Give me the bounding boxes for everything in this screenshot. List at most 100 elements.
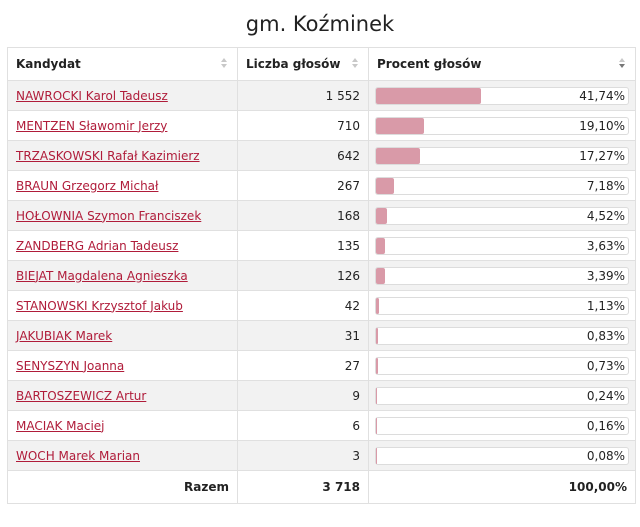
candidate-link[interactable]: SENYSZYN Joanna — [16, 358, 125, 373]
percent-cell: 4,52% — [368, 200, 636, 231]
percent-cell: 7,18% — [368, 170, 636, 201]
percent-cell: 17,27% — [368, 140, 636, 171]
column-header-candidate[interactable]: Kandydat — [7, 47, 238, 81]
table-row: JAKUBIAK Marek 31 0,83% — [7, 320, 636, 351]
candidate-link[interactable]: HOŁOWNIA Szymon Franciszek — [16, 208, 202, 223]
candidate-link[interactable]: JAKUBIAK Marek — [16, 328, 113, 343]
results-table: Kandydat Liczba głosów Procent głosów NA… — [7, 47, 636, 504]
sort-icon[interactable] — [352, 58, 360, 72]
percent-bar-fill — [376, 87, 482, 104]
table-row: BIEJAT Magdalena Agnieszka 126 3,39% — [7, 260, 636, 291]
candidate-link[interactable]: MENTZEN Sławomir Jerzy — [16, 118, 168, 133]
totals-percent: 100,00% — [368, 470, 636, 504]
votes-cell: 168 — [237, 200, 369, 231]
percent-bar-fill — [376, 147, 420, 164]
votes-cell: 1 552 — [237, 80, 369, 111]
column-header-percent[interactable]: Procent głosów — [368, 47, 636, 81]
percent-cell: 1,13% — [368, 290, 636, 321]
candidate-link[interactable]: BARTOSZEWICZ Artur — [16, 388, 147, 403]
percent-bar: 0,16% — [375, 416, 629, 435]
column-header-votes[interactable]: Liczba głosów — [237, 47, 369, 81]
percent-bar: 1,13% — [375, 296, 629, 315]
percent-bar: 7,18% — [375, 176, 629, 195]
candidate-cell: MENTZEN Sławomir Jerzy — [7, 110, 238, 141]
candidate-link[interactable]: MACIAK Maciej — [16, 418, 105, 433]
candidate-link[interactable]: NAWROCKI Karol Tadeusz — [16, 88, 168, 103]
percent-label: 19,10% — [579, 118, 625, 133]
totals-label: Razem — [7, 470, 238, 504]
votes-cell: 642 — [237, 140, 369, 171]
table-row: HOŁOWNIA Szymon Franciszek 168 4,52% — [7, 200, 636, 231]
percent-cell: 0,16% — [368, 410, 636, 441]
table-row: BRAUN Grzegorz Michał 267 7,18% — [7, 170, 636, 201]
votes-cell: 31 — [237, 320, 369, 351]
percent-label: 0,73% — [586, 358, 625, 373]
percent-bar-fill — [376, 117, 425, 134]
votes-cell: 9 — [237, 380, 369, 411]
percent-bar: 0,08% — [375, 446, 629, 465]
totals-votes: 3 718 — [237, 470, 369, 504]
percent-label: 0,16% — [586, 418, 625, 433]
sort-desc-icon[interactable] — [619, 58, 627, 72]
candidate-cell: SENYSZYN Joanna — [7, 350, 238, 381]
percent-bar: 4,52% — [375, 206, 629, 225]
table-row: BARTOSZEWICZ Artur 9 0,24% — [7, 380, 636, 411]
percent-bar-fill — [376, 177, 395, 194]
votes-cell: 27 — [237, 350, 369, 381]
percent-bar: 41,74% — [375, 86, 629, 105]
totals-row: Razem 3 718 100,00% — [7, 470, 636, 504]
percent-bar-fill — [376, 357, 378, 374]
table-row: NAWROCKI Karol Tadeusz 1 552 41,74% — [7, 80, 636, 111]
table-row: TRZASKOWSKI Rafał Kazimierz 642 17,27% — [7, 140, 636, 171]
candidate-link[interactable]: WOCH Marek Marian — [16, 448, 140, 463]
column-header-percent-label: Procent głosów — [377, 57, 482, 71]
candidate-link[interactable]: STANOWSKI Krzysztof Jakub — [16, 298, 183, 313]
candidate-cell: ZANDBERG Adrian Tadeusz — [7, 230, 238, 261]
percent-bar: 17,27% — [375, 146, 629, 165]
column-header-votes-label: Liczba głosów — [246, 57, 341, 71]
candidate-cell: WOCH Marek Marian — [7, 440, 238, 471]
percent-label: 1,13% — [586, 298, 625, 313]
table-row: MENTZEN Sławomir Jerzy 710 19,10% — [7, 110, 636, 141]
percent-label: 0,08% — [586, 448, 625, 463]
votes-cell: 267 — [237, 170, 369, 201]
candidate-link[interactable]: ZANDBERG Adrian Tadeusz — [16, 238, 179, 253]
candidate-cell: NAWROCKI Karol Tadeusz — [7, 80, 238, 111]
candidate-link[interactable]: BRAUN Grzegorz Michał — [16, 178, 159, 193]
percent-bar-fill — [376, 267, 385, 284]
votes-cell: 126 — [237, 260, 369, 291]
candidate-link[interactable]: TRZASKOWSKI Rafał Kazimierz — [16, 148, 200, 163]
percent-bar: 0,24% — [375, 386, 629, 405]
candidate-link[interactable]: BIEJAT Magdalena Agnieszka — [16, 268, 188, 283]
candidate-cell: BIEJAT Magdalena Agnieszka — [7, 260, 238, 291]
candidate-cell: BRAUN Grzegorz Michał — [7, 170, 238, 201]
table-row: WOCH Marek Marian 3 0,08% — [7, 440, 636, 471]
votes-cell: 6 — [237, 410, 369, 441]
percent-bar: 3,63% — [375, 236, 629, 255]
percent-bar-fill — [376, 327, 379, 344]
votes-cell: 42 — [237, 290, 369, 321]
percent-cell: 41,74% — [368, 80, 636, 111]
percent-label: 7,18% — [586, 178, 625, 193]
candidate-cell: STANOWSKI Krzysztof Jakub — [7, 290, 238, 321]
candidate-cell: BARTOSZEWICZ Artur — [7, 380, 238, 411]
column-header-candidate-label: Kandydat — [16, 57, 81, 71]
percent-label: 41,74% — [579, 88, 625, 103]
percent-bar: 0,83% — [375, 326, 629, 345]
percent-label: 17,27% — [579, 148, 625, 163]
table-row: STANOWSKI Krzysztof Jakub 42 1,13% — [7, 290, 636, 321]
percent-cell: 3,63% — [368, 230, 636, 261]
percent-cell: 3,39% — [368, 260, 636, 291]
sort-icon[interactable] — [221, 58, 229, 72]
percent-bar: 3,39% — [375, 266, 629, 285]
table-header-row: Kandydat Liczba głosów Procent głosów — [7, 47, 636, 81]
votes-cell: 3 — [237, 440, 369, 471]
candidate-cell: MACIAK Maciej — [7, 410, 238, 441]
percent-cell: 19,10% — [368, 110, 636, 141]
percent-bar: 0,73% — [375, 356, 629, 375]
votes-cell: 135 — [237, 230, 369, 261]
percent-cell: 0,73% — [368, 350, 636, 381]
percent-bar-fill — [376, 237, 386, 254]
percent-label: 3,63% — [586, 238, 625, 253]
candidate-cell: HOŁOWNIA Szymon Franciszek — [7, 200, 238, 231]
